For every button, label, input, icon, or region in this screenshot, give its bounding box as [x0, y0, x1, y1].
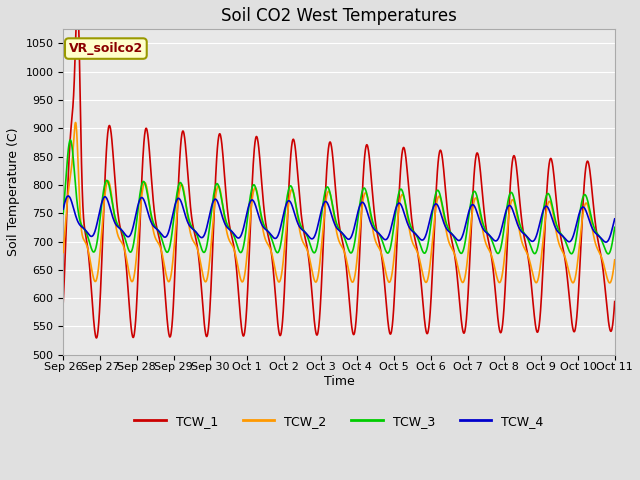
Legend: TCW_1, TCW_2, TCW_3, TCW_4: TCW_1, TCW_2, TCW_3, TCW_4 — [129, 410, 548, 433]
Text: VR_soilco2: VR_soilco2 — [68, 42, 143, 55]
X-axis label: Time: Time — [324, 375, 355, 388]
Title: Soil CO2 West Temperatures: Soil CO2 West Temperatures — [221, 7, 457, 25]
Y-axis label: Soil Temperature (C): Soil Temperature (C) — [7, 128, 20, 256]
